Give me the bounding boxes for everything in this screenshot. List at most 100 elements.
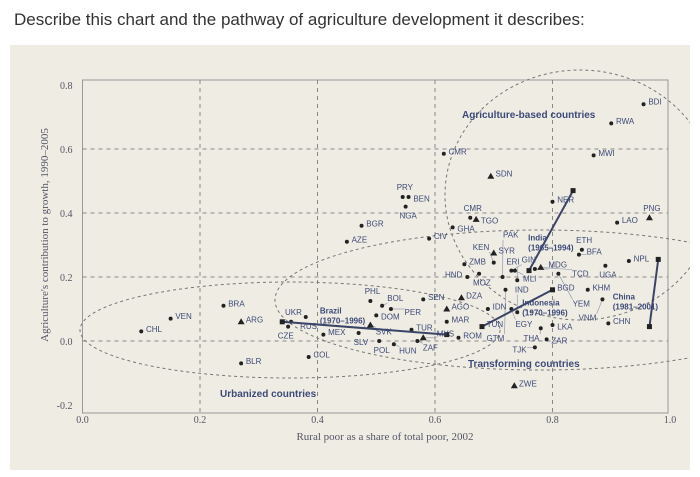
data-label-cmr: CMR bbox=[449, 147, 467, 156]
data-point-bol bbox=[380, 303, 385, 308]
data-point-bfa bbox=[576, 252, 581, 257]
y-tick-label: 0.6 bbox=[60, 145, 73, 156]
trajectory-start-marker bbox=[479, 324, 485, 330]
data-point-bdi bbox=[641, 102, 646, 107]
data-label-mys: MYS bbox=[437, 329, 454, 338]
label-leader-line bbox=[540, 267, 573, 270]
data-label-mar: MAR bbox=[451, 315, 469, 324]
data-point-syr bbox=[490, 249, 498, 256]
data-label-col: COL bbox=[313, 351, 330, 360]
y-tick-label: 0.4 bbox=[60, 209, 73, 220]
data-label-mex: MEX bbox=[328, 328, 346, 337]
data-point-slv bbox=[356, 331, 361, 335]
data-label-ukr: UKR bbox=[285, 308, 302, 317]
data-label-ven: VEN bbox=[175, 312, 192, 321]
trajectory-label: Indonesia (1970–1996) bbox=[522, 299, 568, 318]
data-label-zwe: ZWE bbox=[519, 379, 537, 388]
data-label-ben: BEN bbox=[413, 194, 430, 203]
y-tick-label: -0.2 bbox=[57, 401, 73, 412]
data-point-png bbox=[645, 214, 653, 221]
data-label-cze: CZE bbox=[278, 331, 294, 340]
trajectory-name: India bbox=[528, 234, 547, 243]
data-label-tjk: TJK bbox=[512, 345, 527, 354]
data-label-chn: CHN bbox=[613, 317, 631, 326]
data-point-dom bbox=[374, 313, 379, 318]
data-label-bgd: BGD bbox=[557, 283, 575, 292]
data-point-mys bbox=[419, 334, 427, 341]
data-point-mwi bbox=[591, 153, 596, 158]
data-label-uga: UGA bbox=[599, 271, 617, 280]
data-point-svk bbox=[366, 321, 374, 328]
trajectory-start-marker bbox=[570, 188, 576, 194]
data-point-hnd bbox=[465, 275, 470, 279]
urbanized-ellipse bbox=[79, 281, 501, 379]
data-point-sdn bbox=[487, 172, 495, 179]
y-tick-label: 0.0 bbox=[60, 337, 73, 348]
data-point-gha bbox=[450, 225, 455, 230]
data-label-gha: GHA bbox=[457, 225, 475, 234]
data-label-rus: RUS bbox=[300, 322, 317, 331]
data-label-zaf: ZAF bbox=[423, 343, 438, 352]
trajectory-end-marker bbox=[646, 324, 652, 330]
data-point-cmr bbox=[441, 151, 446, 156]
plot-frame bbox=[82, 79, 669, 414]
data-label-moz: MOZ bbox=[473, 279, 491, 288]
data-point-ind bbox=[515, 310, 520, 315]
data-label-tun: TUN bbox=[487, 320, 504, 329]
data-point-gin bbox=[509, 268, 514, 273]
data-point-ken bbox=[491, 260, 496, 265]
x-tick-label: 0.8 bbox=[546, 415, 559, 426]
data-label-blr: BLR bbox=[246, 357, 262, 366]
data-point-rom bbox=[456, 335, 461, 340]
data-point-zwe bbox=[510, 382, 518, 389]
data-label-idn: IDN bbox=[493, 303, 507, 312]
data-point-lao bbox=[615, 220, 620, 225]
data-point-tha bbox=[538, 326, 543, 331]
data-point-chn bbox=[606, 321, 611, 326]
data-point-cze bbox=[286, 324, 291, 329]
data-label-mdg: MDG bbox=[548, 261, 567, 270]
data-label-gtm: GTM bbox=[486, 334, 504, 343]
data-label-ken: KEN bbox=[473, 243, 490, 252]
data-point-bgr bbox=[359, 223, 364, 228]
data-point-ven bbox=[168, 316, 173, 321]
trajectory-start-marker bbox=[279, 319, 285, 325]
data-label-tcd: TCD bbox=[572, 270, 589, 279]
data-point-ner bbox=[550, 199, 555, 204]
data-label-chl: CHL bbox=[146, 325, 163, 334]
data-label-bfa: BFA bbox=[587, 248, 603, 257]
data-label-png: PNG bbox=[643, 204, 660, 213]
x-tick-label: 0.6 bbox=[429, 415, 442, 426]
data-point-yem bbox=[556, 271, 561, 276]
data-label-mwi: MWI bbox=[598, 149, 614, 158]
data-label-bgr: BGR bbox=[366, 219, 384, 228]
data-point-mar bbox=[444, 319, 449, 324]
data-label-pry: PRY bbox=[397, 183, 414, 192]
data-label-zmb: ZMB bbox=[469, 258, 486, 267]
trajectory-name: Brazil bbox=[320, 306, 342, 315]
data-label-sdn: SDN bbox=[496, 170, 513, 179]
data-point-lka bbox=[550, 323, 555, 327]
trajectory-end-marker bbox=[550, 287, 555, 293]
data-label-svk: SVK bbox=[376, 327, 393, 336]
data-label-npl: NPL bbox=[634, 255, 650, 264]
data-label-sen: SEN bbox=[428, 293, 445, 302]
data-point-mex bbox=[321, 332, 326, 337]
data-label-zar: ZAR bbox=[551, 337, 567, 346]
data-label-slv: SLV bbox=[354, 338, 369, 347]
data-point-zmb bbox=[462, 262, 467, 267]
agriculture-based-ellipse bbox=[444, 69, 690, 321]
data-point-tjk bbox=[532, 345, 537, 350]
data-label-bdi: BDI bbox=[648, 98, 661, 107]
data-point-mli bbox=[512, 268, 517, 273]
data-point-arg bbox=[237, 318, 245, 325]
data-label-eri: ERI bbox=[506, 258, 519, 267]
trajectory-name: China bbox=[613, 292, 636, 301]
trajectory-end-marker bbox=[526, 268, 532, 274]
data-label-dom: DOM bbox=[381, 313, 400, 322]
data-label-vnm: VNM bbox=[579, 314, 597, 323]
x-tick-label: 0.4 bbox=[311, 415, 324, 426]
y-tick-label: 0.8 bbox=[60, 81, 73, 92]
trajectory-line bbox=[282, 320, 447, 336]
data-point-npl bbox=[626, 259, 631, 263]
